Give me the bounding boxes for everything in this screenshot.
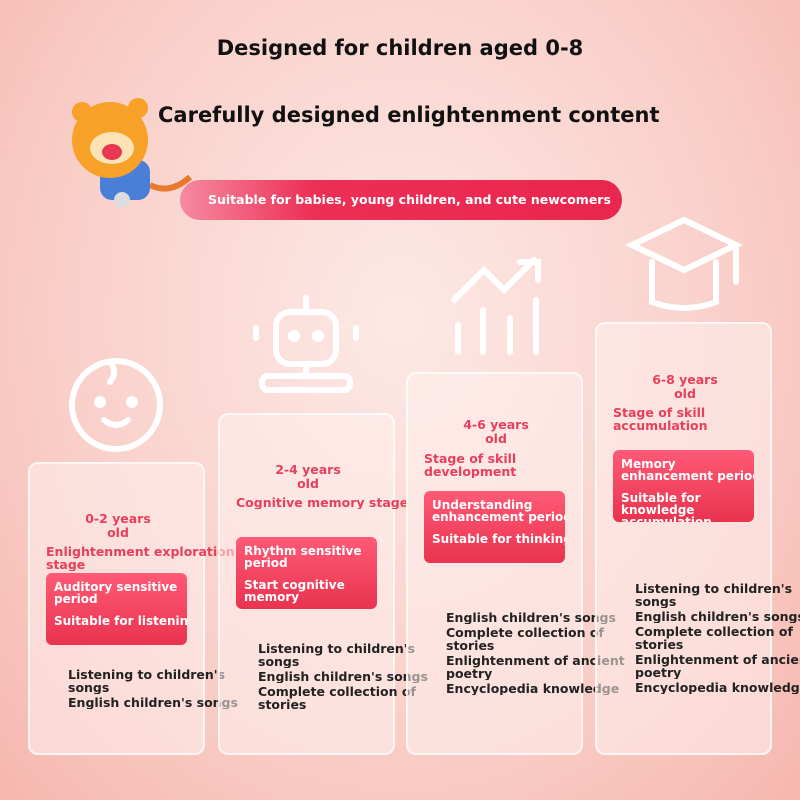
tag-box: Understanding enhancement period Suitable… (424, 491, 565, 563)
stage-card (595, 322, 772, 755)
tag-box: Memory enhancement period Suitable for kn… (613, 450, 754, 522)
content-item: Listening to children's songs (635, 582, 793, 608)
tag: Start cognitive memory (244, 578, 345, 604)
stage-name: Enlightenment exploration stage (46, 545, 235, 571)
content-list: Listening to children's songs English chi… (68, 668, 253, 711)
title: Designed for children aged 0-8 (216, 36, 584, 60)
tag: Auditory sensitive period (54, 580, 178, 606)
tagline: Suitable for babies, young children, and… (180, 180, 622, 220)
tag: Rhythm sensitive period (244, 544, 362, 570)
icons (69, 216, 743, 452)
stage-name: Stage of skill development (424, 452, 517, 478)
content-item: English children's songs (446, 611, 616, 624)
stage-name: Stage of skill accumulation (613, 406, 708, 432)
tag-box: Auditory sensitive period Suitable for li… (46, 573, 187, 645)
content-list: English children's songs Complete collect… (446, 611, 631, 697)
tag: Memory enhancement period (621, 457, 754, 483)
tag: Suitable for thinking (432, 532, 565, 546)
content-item: Listening to children's songs (258, 642, 416, 668)
content-item: Listening to children's songs (68, 668, 226, 694)
age-label: 4-6 years old (463, 417, 529, 446)
subtitle: Carefully designed enlightenment content (158, 103, 660, 127)
mascot (72, 98, 193, 208)
content-item: Encyclopedia knowledge (446, 682, 620, 695)
tag-box: Rhythm sensitive period Start cognitive m… (236, 537, 377, 609)
age-label: 2-4 years old (275, 462, 341, 491)
tag: Understanding enhancement period (432, 498, 565, 524)
content-item: Complete collection of stories (635, 625, 793, 651)
tag: Suitable for knowledge accumulation (621, 491, 712, 522)
tag: Suitable for listening (54, 614, 187, 628)
content-list: Listening to children's songs English chi… (635, 582, 800, 696)
content-item: English children's songs (68, 696, 238, 709)
content-item: Complete collection of stories (446, 626, 604, 652)
stage-card (406, 372, 583, 755)
age-label: 6-8 years old (652, 372, 718, 401)
stage-name: Cognitive memory stage (236, 496, 409, 509)
content-item: English children's songs (635, 610, 800, 623)
age-label: 0-2 years old (85, 511, 151, 540)
content-item: Enlightenment of ancient poetry (635, 653, 800, 679)
content-item: Enlightenment of ancient poetry (446, 654, 625, 680)
content-item: Encyclopedia knowledge (635, 681, 800, 694)
content-list: Listening to children's songs English chi… (258, 642, 443, 713)
content-item: Complete collection of stories (258, 685, 416, 711)
content-item: English children's songs (258, 670, 428, 683)
